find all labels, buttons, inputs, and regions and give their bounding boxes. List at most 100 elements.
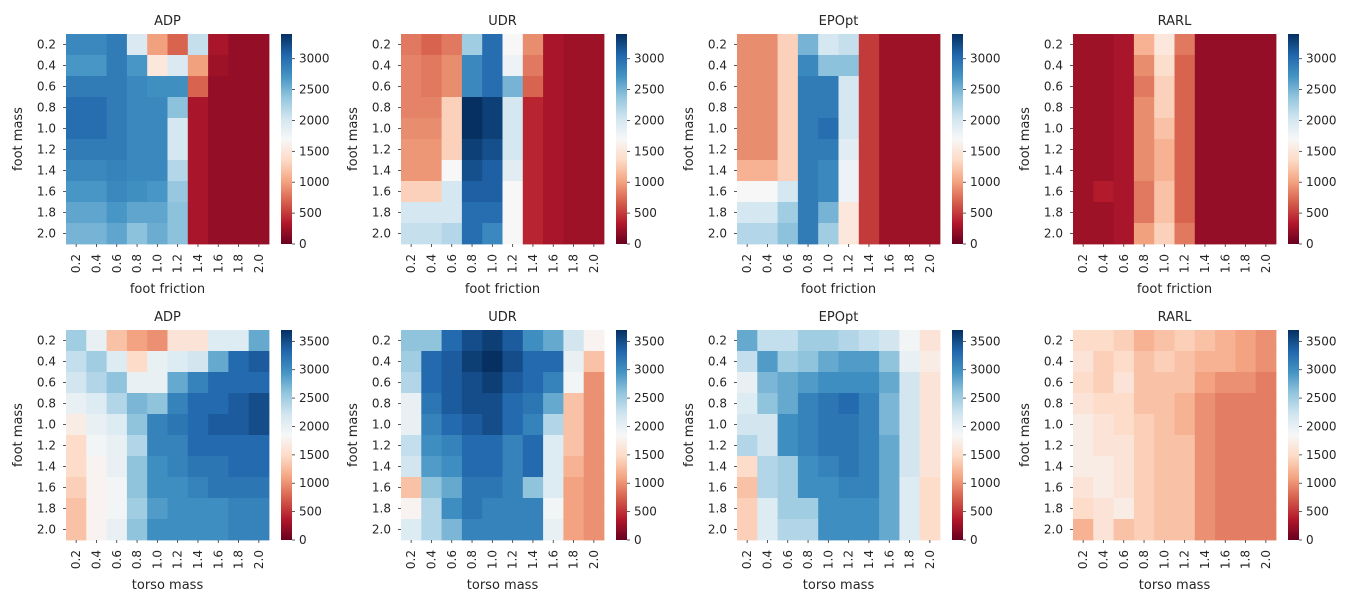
x-tick-label: 1.4	[191, 550, 205, 569]
heatmap-cell	[248, 519, 270, 541]
heatmap-cell	[757, 34, 778, 56]
heatmap-cell	[777, 519, 799, 541]
heatmap-cell	[1174, 435, 1196, 457]
heatmap-cell	[187, 372, 209, 394]
heatmap-cell	[187, 351, 209, 373]
heatmap-cell	[228, 160, 250, 182]
heatmap-cell	[818, 393, 839, 415]
heatmap-cell	[737, 456, 758, 478]
heatmap-cell	[879, 477, 900, 499]
x-axis-label: foot friction	[130, 282, 205, 297]
chart-title: ADP	[154, 14, 181, 29]
heatmap-cell	[482, 519, 503, 541]
colorbar-tick-label: 0	[970, 533, 978, 547]
x-tick-label: 0.4	[89, 254, 103, 273]
heatmap-cell	[818, 55, 839, 77]
colorbar-tick-label: 2500	[299, 83, 330, 97]
heatmap-cell	[106, 181, 128, 203]
heatmap-cell	[838, 118, 860, 140]
colorbar-tick-label: 500	[299, 206, 322, 220]
heatmap-cell	[1174, 330, 1196, 352]
heatmap-cell	[563, 34, 585, 56]
heatmap-cell	[66, 160, 87, 182]
heatmap-cell	[421, 372, 442, 394]
heatmap-cell	[583, 139, 605, 161]
x-tick-label: 0.4	[760, 254, 774, 273]
y-tick-label: 0.8	[1044, 397, 1063, 411]
heatmap-panel: RARL 0.2 0.4 0.6 0.8 1.0 1.2 1.4 1.6 1.8 2.0 0.2 0.4…	[1018, 14, 1337, 297]
heatmap-cell	[167, 118, 189, 140]
heatmap-cell	[563, 351, 585, 373]
heatmap-cell	[757, 139, 778, 161]
heatmap-cell	[1215, 435, 1236, 457]
heatmap-cell	[919, 498, 941, 520]
heatmap-cell	[106, 498, 128, 520]
heatmap-cell	[1093, 55, 1114, 77]
colorbar-tick-label: 2000	[299, 113, 330, 127]
heatmap-cell	[583, 498, 605, 520]
heatmap-cell	[441, 351, 463, 373]
heatmap-cell	[1194, 76, 1216, 98]
heatmap-cell	[66, 55, 87, 77]
heatmap-cell	[858, 202, 880, 224]
heatmap-cell	[818, 519, 839, 541]
heatmap-cell	[421, 351, 442, 373]
heatmap-cell	[147, 435, 168, 457]
heatmap-cell	[1215, 55, 1236, 77]
x-tick-label: 1.4	[1198, 254, 1212, 273]
heatmap-cell	[502, 351, 524, 373]
heatmap-cell	[441, 393, 463, 415]
heatmap-cell	[66, 97, 87, 119]
colorbar-tick-label: 3500	[634, 334, 665, 348]
heatmap-cell	[838, 76, 860, 98]
heatmap-cell	[899, 372, 921, 394]
heatmap-cell	[1113, 519, 1135, 541]
heatmap-cell	[777, 393, 799, 415]
colorbar-tick-label: 1000	[1306, 175, 1337, 189]
heatmap-cell	[858, 477, 880, 499]
colorbar-tick-label: 3000	[1306, 52, 1337, 66]
heatmap-cell	[187, 160, 209, 182]
heatmap-cell	[147, 55, 168, 77]
heatmap-cell	[838, 202, 860, 224]
heatmap-cell	[583, 34, 605, 56]
heatmap-cell	[106, 223, 128, 245]
x-tick-label: 0.8	[465, 254, 479, 273]
heatmap-cell	[838, 519, 860, 541]
heatmap-cell	[1073, 181, 1094, 203]
heatmap-cell	[879, 223, 900, 245]
heatmap-cell	[1255, 160, 1277, 182]
heatmap-cell	[899, 351, 921, 373]
heatmap-cell	[421, 223, 442, 245]
heatmap-cell	[583, 97, 605, 119]
heatmap-cell	[126, 139, 148, 161]
heatmap-cell	[86, 223, 107, 245]
heatmap-cell	[1215, 223, 1236, 245]
heatmap-cell	[818, 181, 839, 203]
heatmap-cell	[522, 498, 544, 520]
heatmap-cell	[1133, 76, 1155, 98]
heatmap-cell	[401, 55, 422, 77]
heatmap-cell	[66, 330, 87, 352]
colorbar-tick-label: 3000	[970, 363, 1001, 377]
y-tick-label: 0.6	[372, 376, 391, 390]
heatmap-cell	[757, 393, 778, 415]
heatmap-cell	[461, 477, 483, 499]
heatmap-cell	[919, 351, 941, 373]
heatmap-cell	[1113, 414, 1135, 436]
heatmap-cell	[1215, 160, 1236, 182]
chart-title: UDR	[488, 310, 517, 325]
heatmap-cell	[208, 498, 229, 520]
heatmap-cell	[66, 34, 87, 56]
heatmap-cell	[1133, 456, 1155, 478]
colorbar-tick-label: 0	[634, 237, 642, 251]
heatmap-cell	[248, 181, 270, 203]
heatmap-cell	[1133, 477, 1155, 499]
y-tick-label: 0.4	[708, 59, 727, 73]
heatmap-cell	[757, 118, 778, 140]
y-tick-label: 0.6	[708, 376, 727, 390]
heatmap-cell	[86, 498, 107, 520]
heatmap-cell	[421, 139, 442, 161]
heatmap-cell	[1194, 498, 1216, 520]
heatmap-cell	[1073, 202, 1094, 224]
